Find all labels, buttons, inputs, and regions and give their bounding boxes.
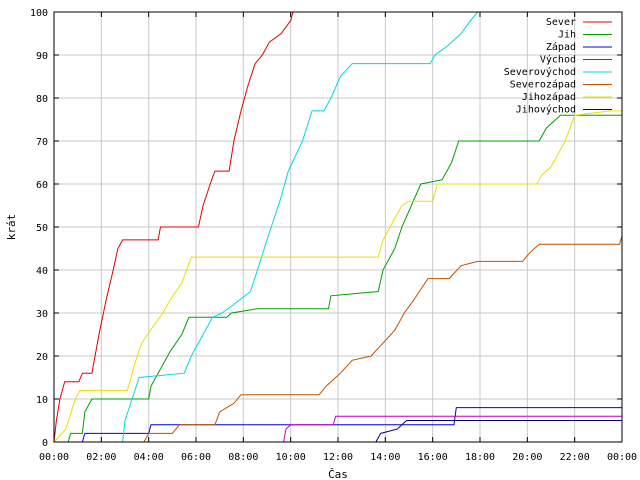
x-axis-label: Čas bbox=[328, 468, 348, 480]
series-line-sever bbox=[53, 11, 294, 443]
series-line-jih bbox=[54, 114, 622, 443]
x-tick-label: 22:00 bbox=[560, 452, 590, 463]
y-tick-label: 0 bbox=[42, 438, 48, 449]
y-tick-label: 20 bbox=[36, 352, 48, 363]
x-tick-label: 14:00 bbox=[370, 452, 400, 463]
y-tick-label: 80 bbox=[36, 94, 48, 105]
legend-label-jihozapad: Jihozápad bbox=[522, 91, 576, 103]
x-tick-label: 16:00 bbox=[418, 452, 448, 463]
x-tick-label: 00:00 bbox=[39, 452, 69, 463]
y-tick-label: 60 bbox=[36, 180, 48, 191]
legend-label-jihovychod: Jihovýchod bbox=[516, 104, 576, 116]
y-tick-label: 50 bbox=[36, 223, 48, 234]
x-tick-label: 12:00 bbox=[323, 452, 353, 463]
series-line-severozapad bbox=[54, 235, 623, 443]
y-tick-label: 70 bbox=[36, 137, 48, 148]
x-tick-label: 10:00 bbox=[276, 452, 306, 463]
series-line-severovychod bbox=[54, 11, 478, 443]
x-tick-label: 02:00 bbox=[86, 452, 116, 463]
y-tick-label: 30 bbox=[36, 309, 48, 320]
legend: Sever JihZápadVýchodSeverovýchodSeverozáp… bbox=[504, 17, 612, 116]
x-tick-label: 04:00 bbox=[134, 452, 164, 463]
y-tick-label: 10 bbox=[36, 395, 48, 406]
series-line-jihozapad bbox=[53, 110, 622, 443]
legend-label-zapad: Západ bbox=[546, 41, 576, 53]
y-tick-label: 90 bbox=[36, 51, 48, 62]
x-tick-label: 18:00 bbox=[465, 452, 495, 463]
grid bbox=[54, 12, 622, 442]
y-axis: 0 10 20 30 40 50 60 70 80 90 100 bbox=[30, 8, 622, 449]
legend-label-severozapad: Severozápad bbox=[510, 79, 576, 91]
y-axis-label: krát bbox=[5, 214, 18, 241]
x-tick-label: 00:00 bbox=[607, 452, 637, 463]
y-tick-label: 100 bbox=[30, 8, 48, 19]
legend-label-jih: Jih bbox=[558, 30, 576, 41]
legend-label-sever: Sever bbox=[546, 17, 576, 28]
y-tick-label: 40 bbox=[36, 266, 48, 277]
legend-label-vychod: Východ bbox=[540, 54, 576, 66]
legend-label-severovychod: Severovýchod bbox=[504, 66, 576, 78]
x-tick-label: 08:00 bbox=[228, 452, 258, 463]
x-tick-label: 20:00 bbox=[512, 452, 542, 463]
x-tick-label: 06:00 bbox=[181, 452, 211, 463]
x-axis: 00:00 02:00 04:00 06:00 08:00 10:00 12:00 14:00… bbox=[39, 12, 637, 463]
